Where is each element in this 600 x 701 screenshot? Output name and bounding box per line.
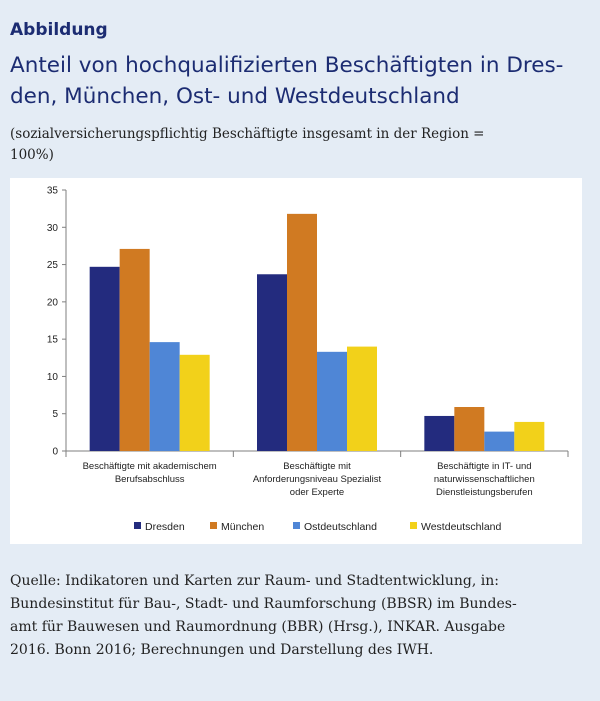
title-line: den, München, Ost- und Westdeutschland [10, 84, 460, 109]
y-tick-label: 10 [47, 372, 59, 383]
bar [257, 274, 287, 451]
y-tick-label: 15 [47, 335, 59, 346]
title-line: Anteil von hochqualifizierten Beschäftig… [10, 53, 564, 78]
legend-swatch [410, 522, 417, 529]
legend-label: Ostdeutschland [304, 521, 377, 533]
bar [149, 342, 180, 451]
legend-label: Dresden [145, 521, 185, 533]
source-line: Bundesinstitut für Bau-, Stadt- und Raum… [10, 596, 517, 612]
y-tick-label: 35 [47, 186, 59, 197]
source-line: 2016. Bonn 2016; Berechnungen und Darste… [10, 642, 434, 658]
bar [347, 346, 377, 451]
figure-subtitle: (sozialversicherungspflichtig Beschäftig… [10, 124, 595, 166]
legend-label: München [221, 521, 264, 533]
y-tick-label: 30 [47, 223, 59, 234]
x-category-label: Berufsabschluss [115, 474, 185, 485]
bar [317, 351, 347, 451]
legend-label: Westdeutschland [421, 521, 502, 533]
bar [484, 431, 515, 451]
bar [424, 415, 455, 451]
subtitle-line: (sozialversicherungspflichtig Beschäftig… [10, 126, 485, 142]
source-note: Quelle: Indikatoren und Karten zur Raum-… [10, 570, 595, 662]
bar-chart: 0 5 10 15 20 25 30 35 Beschäftigte mit akademisc… [47, 186, 569, 533]
x-category-label: Beschäftigte mit [283, 461, 351, 472]
bar [119, 248, 150, 451]
y-tick-label: 25 [47, 260, 59, 271]
y-tick-label: 20 [47, 297, 59, 308]
y-tick-label: 5 [52, 409, 58, 420]
bar [454, 407, 485, 451]
x-category-label: oder Experte [290, 487, 344, 498]
bar [89, 266, 120, 451]
source-line: Quelle: Indikatoren und Karten zur Raum-… [10, 573, 499, 589]
legend-swatch [210, 522, 217, 529]
source-line: amt für Bauwesen und Raumordnung (BBR) (… [10, 619, 506, 635]
bar [287, 213, 317, 451]
legend-swatch [293, 522, 300, 529]
x-category-label: Dienstleistungsberufen [436, 487, 533, 498]
bar [514, 421, 545, 451]
legend-swatch [134, 522, 141, 529]
x-category-label: Anforderungsniveau Spezialist [253, 474, 382, 485]
bar [179, 354, 210, 451]
x-category-label: Beschäftigte mit akademischem [83, 461, 217, 472]
y-tick-label: 0 [52, 447, 58, 458]
subtitle-line: 100%) [10, 147, 54, 163]
figure-kicker: Abbildung [10, 20, 108, 40]
figure-title: Anteil von hochqualifizierten Beschäftig… [10, 50, 595, 112]
x-category-label: Beschäftigte in IT- und [437, 461, 532, 472]
x-category-label: naturwissenschaftlichen [434, 474, 535, 485]
chart-panel: 0 5 10 15 20 25 30 35 Beschäftigte mit akademisc… [10, 178, 582, 544]
